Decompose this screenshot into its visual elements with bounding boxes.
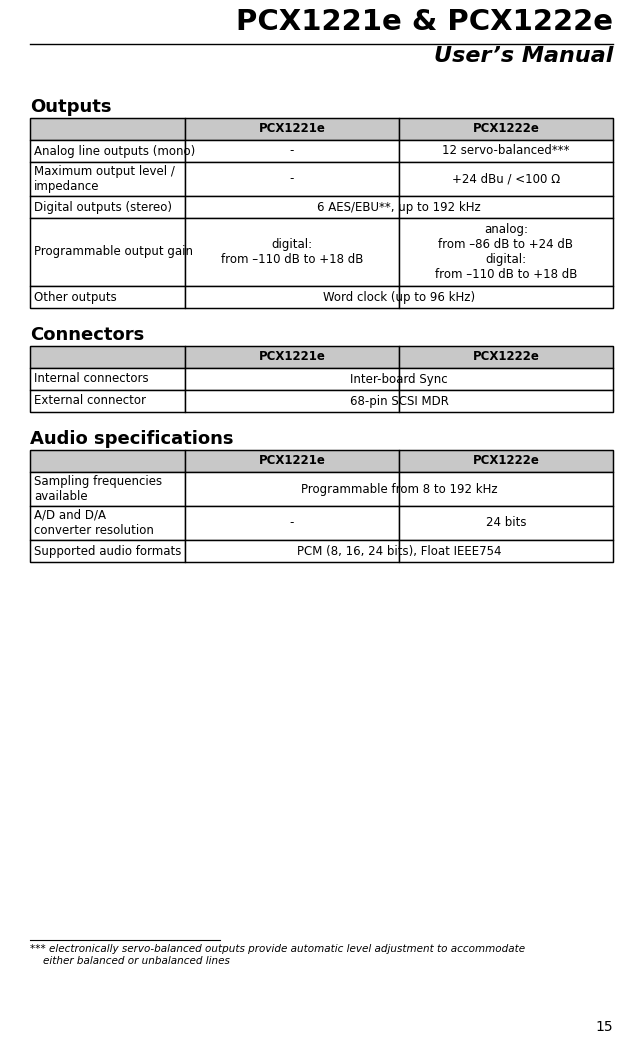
Bar	[399, 162, 613, 196]
Bar	[399, 346, 613, 368]
Bar	[399, 472, 613, 506]
Bar	[30, 450, 185, 472]
Text: PCX1222e: PCX1222e	[473, 351, 539, 364]
Text: Programmable output gain: Programmable output gain	[34, 246, 193, 258]
Text: PCX1221e & PCX1222e: PCX1221e & PCX1222e	[236, 8, 613, 36]
Bar	[30, 506, 185, 540]
Bar	[185, 196, 399, 218]
Text: 24 bits: 24 bits	[485, 516, 526, 530]
Bar	[399, 540, 613, 562]
Text: Maximum output level /
impedance: Maximum output level / impedance	[34, 165, 175, 193]
Bar	[185, 390, 399, 412]
Bar	[185, 162, 399, 196]
Bar	[399, 390, 613, 412]
Text: either balanced or unbalanced lines: either balanced or unbalanced lines	[30, 956, 230, 966]
Bar	[399, 506, 613, 540]
Text: User’s Manual: User’s Manual	[433, 46, 613, 66]
Text: Digital outputs (stereo): Digital outputs (stereo)	[34, 200, 172, 214]
Text: -: -	[290, 172, 294, 186]
Text: Supported audio formats: Supported audio formats	[34, 544, 181, 558]
Text: -: -	[290, 516, 294, 530]
Bar	[30, 162, 185, 196]
Text: A/D and D/A
converter resolution: A/D and D/A converter resolution	[34, 509, 154, 537]
Bar	[185, 346, 399, 368]
Bar	[30, 286, 185, 308]
Bar	[30, 472, 185, 506]
Text: Analog line outputs (mono): Analog line outputs (mono)	[34, 144, 195, 158]
Bar	[399, 368, 613, 390]
Bar	[30, 368, 185, 390]
Bar	[185, 450, 399, 472]
Bar	[185, 472, 399, 506]
Bar	[30, 346, 613, 412]
Bar	[399, 450, 613, 472]
Text: Programmable from 8 to 192 kHz: Programmable from 8 to 192 kHz	[301, 482, 497, 496]
Bar	[185, 368, 399, 390]
Text: digital:
from –110 dB to +18 dB: digital: from –110 dB to +18 dB	[221, 239, 363, 267]
Text: PCX1222e: PCX1222e	[473, 454, 539, 468]
Text: 6 AES/EBU**, up to 192 kHz: 6 AES/EBU**, up to 192 kHz	[317, 200, 481, 214]
Bar	[399, 286, 613, 308]
Text: *** electronically servo-balanced outputs provide automatic level adjustment to : *** electronically servo-balanced output…	[30, 944, 525, 954]
Text: External connector: External connector	[34, 394, 146, 408]
Bar	[30, 540, 185, 562]
Text: PCX1221e: PCX1221e	[258, 454, 325, 468]
Text: -: -	[290, 144, 294, 158]
Bar	[185, 118, 399, 140]
Bar	[30, 196, 185, 218]
Text: PCX1222e: PCX1222e	[473, 122, 539, 136]
Text: PCM (8, 16, 24 bits), Float IEEE754: PCM (8, 16, 24 bits), Float IEEE754	[297, 544, 502, 558]
Bar	[399, 218, 613, 286]
Text: PCX1221e: PCX1221e	[258, 122, 325, 136]
Text: Sampling frequencies
available: Sampling frequencies available	[34, 475, 162, 503]
Bar	[30, 218, 185, 286]
Bar	[30, 140, 185, 162]
Text: Other outputs: Other outputs	[34, 290, 117, 304]
Bar	[185, 540, 399, 562]
Bar	[30, 118, 185, 140]
Text: Connectors: Connectors	[30, 326, 144, 344]
Bar	[399, 140, 613, 162]
Bar	[185, 140, 399, 162]
Text: 15: 15	[595, 1020, 613, 1034]
Bar	[185, 218, 399, 286]
Text: +24 dBu / <100 Ω: +24 dBu / <100 Ω	[452, 172, 560, 186]
Bar	[399, 118, 613, 140]
Text: 12 servo-balanced***: 12 servo-balanced***	[442, 144, 570, 158]
Text: 68-pin SCSI MDR: 68-pin SCSI MDR	[350, 394, 448, 408]
Bar	[30, 118, 613, 308]
Bar	[30, 390, 185, 412]
Text: PCX1221e: PCX1221e	[258, 351, 325, 364]
Bar	[30, 450, 613, 562]
Text: Inter-board Sync: Inter-board Sync	[350, 372, 448, 386]
Bar	[399, 196, 613, 218]
Bar	[185, 286, 399, 308]
Bar	[185, 506, 399, 540]
Text: Outputs: Outputs	[30, 99, 111, 116]
Bar	[30, 346, 185, 368]
Text: Audio specifications: Audio specifications	[30, 430, 233, 448]
Text: Internal connectors: Internal connectors	[34, 372, 149, 386]
Text: Word clock (up to 96 kHz): Word clock (up to 96 kHz)	[323, 290, 475, 304]
Text: analog:
from –86 dB to +24 dB
digital:
from –110 dB to +18 dB: analog: from –86 dB to +24 dB digital: f…	[435, 223, 577, 281]
